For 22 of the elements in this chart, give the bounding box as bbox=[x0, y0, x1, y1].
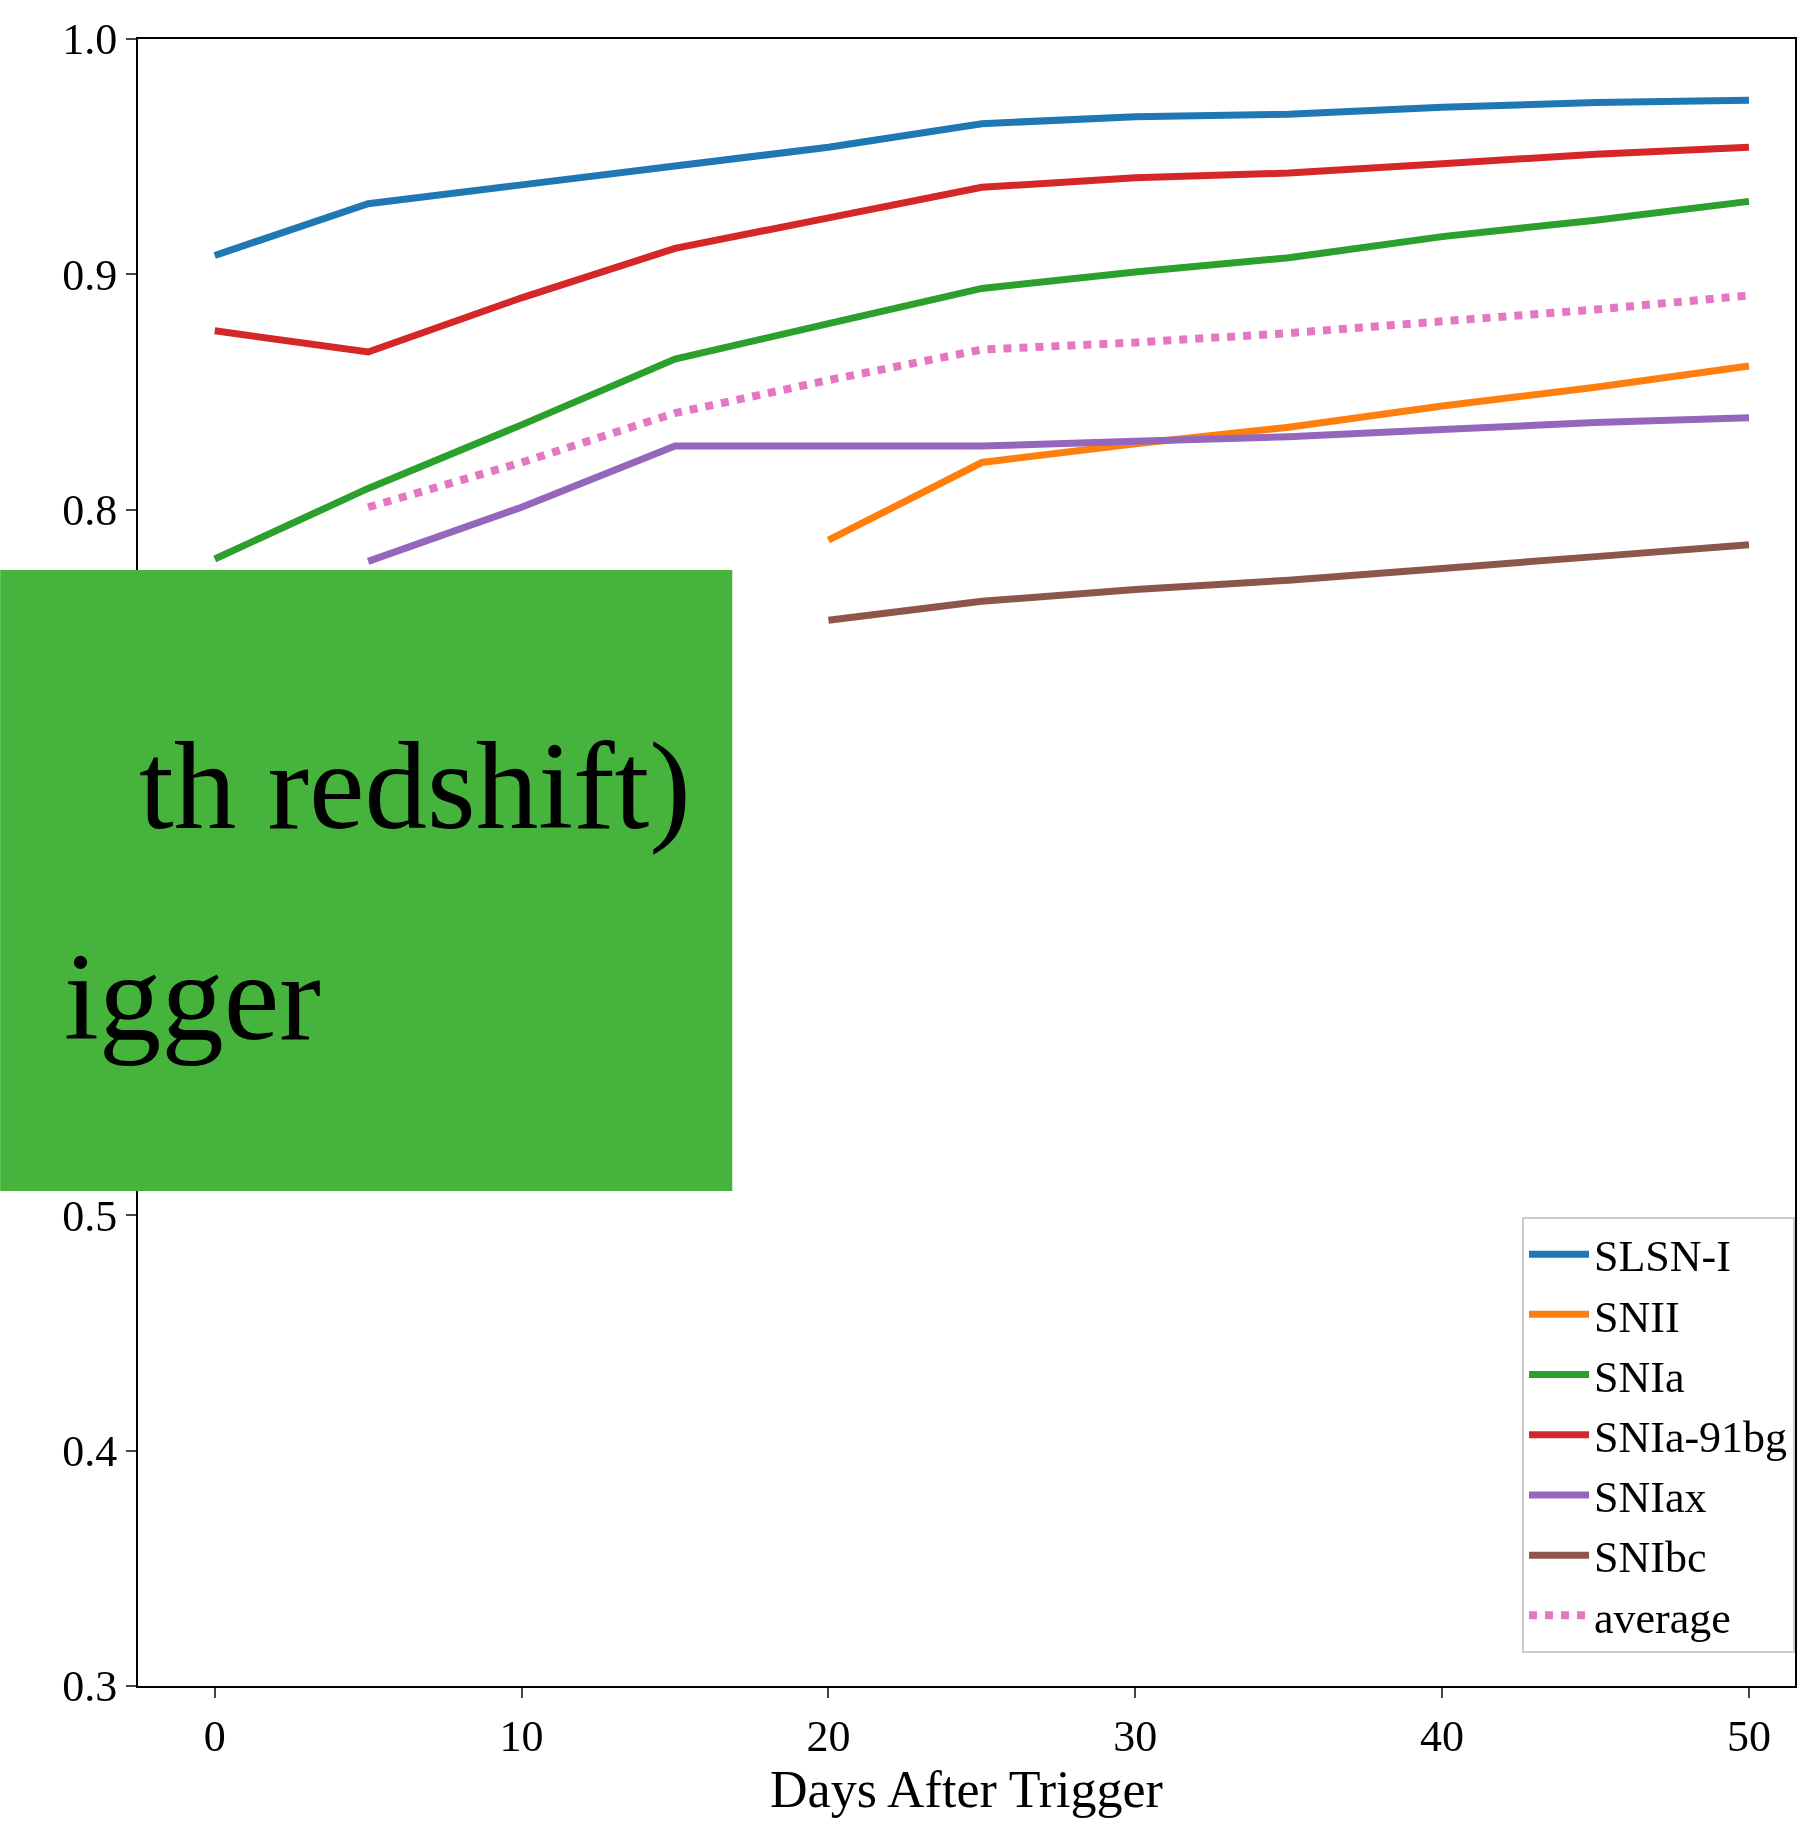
legend-label: SNIax bbox=[1594, 1473, 1707, 1523]
legend-label: SNIbc bbox=[1594, 1533, 1707, 1583]
y-tick-label: 0.8 bbox=[62, 485, 118, 535]
y-tick-label: 0.9 bbox=[62, 250, 118, 300]
x-tick-label: 30 bbox=[1113, 1711, 1158, 1761]
y-tick-label: 0.3 bbox=[62, 1662, 118, 1712]
legend-label: SNIa bbox=[1594, 1352, 1685, 1402]
x-tick-label: 0 bbox=[203, 1711, 226, 1761]
y-tick-label: 0.4 bbox=[62, 1427, 118, 1477]
annotation: igger bbox=[64, 928, 321, 1066]
y-tick-label: 1.0 bbox=[62, 15, 118, 65]
y-tick-label: 0.5 bbox=[62, 1191, 118, 1241]
x-tick-label: 50 bbox=[1726, 1711, 1771, 1761]
legend-label: SLSN-I bbox=[1594, 1232, 1731, 1282]
legend-label: average bbox=[1594, 1593, 1731, 1643]
x-tick-label: 10 bbox=[499, 1711, 544, 1761]
legend-label: SNIa-91bg bbox=[1594, 1412, 1788, 1462]
x-tick-label: 40 bbox=[1420, 1711, 1465, 1761]
annotation: th redshift) bbox=[139, 717, 691, 855]
legend-label: SNII bbox=[1594, 1292, 1680, 1342]
x-axis-title: Days After Trigger bbox=[770, 1760, 1163, 1818]
x-tick-label: 20 bbox=[806, 1711, 851, 1761]
